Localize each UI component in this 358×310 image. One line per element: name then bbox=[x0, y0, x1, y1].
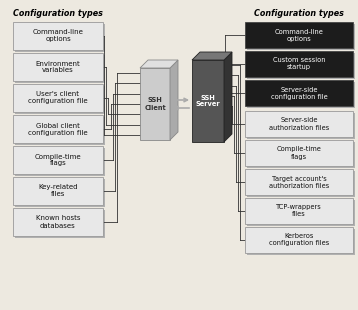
Text: Configuration types: Configuration types bbox=[13, 9, 103, 18]
FancyBboxPatch shape bbox=[247, 113, 354, 139]
FancyBboxPatch shape bbox=[245, 111, 353, 137]
Text: Command-line
options: Command-line options bbox=[275, 29, 323, 42]
FancyBboxPatch shape bbox=[245, 51, 353, 77]
FancyBboxPatch shape bbox=[13, 53, 103, 81]
FancyBboxPatch shape bbox=[245, 227, 353, 253]
FancyBboxPatch shape bbox=[245, 140, 353, 166]
FancyBboxPatch shape bbox=[15, 210, 105, 237]
FancyBboxPatch shape bbox=[247, 200, 354, 225]
Text: SSH
Server: SSH Server bbox=[196, 95, 220, 108]
FancyBboxPatch shape bbox=[247, 24, 354, 50]
Polygon shape bbox=[192, 60, 224, 142]
Text: TCP-wrappers
files: TCP-wrappers files bbox=[276, 205, 322, 218]
FancyBboxPatch shape bbox=[245, 169, 353, 195]
FancyBboxPatch shape bbox=[247, 170, 354, 197]
FancyBboxPatch shape bbox=[15, 148, 105, 175]
Text: Server-side
configuration file: Server-side configuration file bbox=[271, 86, 327, 100]
Text: Target account's
authorization files: Target account's authorization files bbox=[269, 175, 329, 188]
Polygon shape bbox=[224, 52, 232, 142]
Text: Compile-time
flags: Compile-time flags bbox=[35, 153, 81, 166]
Polygon shape bbox=[140, 60, 178, 68]
Polygon shape bbox=[192, 52, 232, 60]
FancyBboxPatch shape bbox=[15, 117, 105, 144]
FancyBboxPatch shape bbox=[247, 52, 354, 78]
FancyBboxPatch shape bbox=[13, 177, 103, 205]
Text: Environment
variables: Environment variables bbox=[36, 60, 81, 73]
Text: Configuration types: Configuration types bbox=[254, 9, 344, 18]
Text: Compile-time
flags: Compile-time flags bbox=[277, 147, 321, 160]
FancyBboxPatch shape bbox=[247, 228, 354, 255]
Text: Global client
configuration file: Global client configuration file bbox=[28, 122, 88, 135]
Polygon shape bbox=[170, 60, 178, 140]
Text: Command-line
options: Command-line options bbox=[33, 29, 83, 42]
Polygon shape bbox=[140, 68, 170, 140]
FancyBboxPatch shape bbox=[15, 179, 105, 206]
FancyBboxPatch shape bbox=[245, 198, 353, 224]
FancyBboxPatch shape bbox=[13, 208, 103, 236]
FancyBboxPatch shape bbox=[247, 141, 354, 167]
Text: Key-related
files: Key-related files bbox=[38, 184, 78, 197]
FancyBboxPatch shape bbox=[15, 24, 105, 51]
Text: User's client
configuration file: User's client configuration file bbox=[28, 91, 88, 104]
FancyBboxPatch shape bbox=[13, 22, 103, 50]
Text: Server-side
authorization files: Server-side authorization files bbox=[269, 117, 329, 131]
FancyBboxPatch shape bbox=[13, 146, 103, 174]
Text: Kerberos
configuration files: Kerberos configuration files bbox=[269, 233, 329, 246]
FancyBboxPatch shape bbox=[13, 84, 103, 112]
FancyBboxPatch shape bbox=[247, 82, 354, 108]
FancyBboxPatch shape bbox=[15, 86, 105, 113]
FancyBboxPatch shape bbox=[245, 22, 353, 48]
Text: Custom session
startup: Custom session startup bbox=[273, 57, 325, 70]
FancyBboxPatch shape bbox=[13, 115, 103, 143]
FancyBboxPatch shape bbox=[245, 80, 353, 106]
Text: Known hosts
databases: Known hosts databases bbox=[36, 215, 80, 228]
FancyBboxPatch shape bbox=[15, 55, 105, 82]
Text: SSH
Client: SSH Client bbox=[144, 98, 166, 110]
